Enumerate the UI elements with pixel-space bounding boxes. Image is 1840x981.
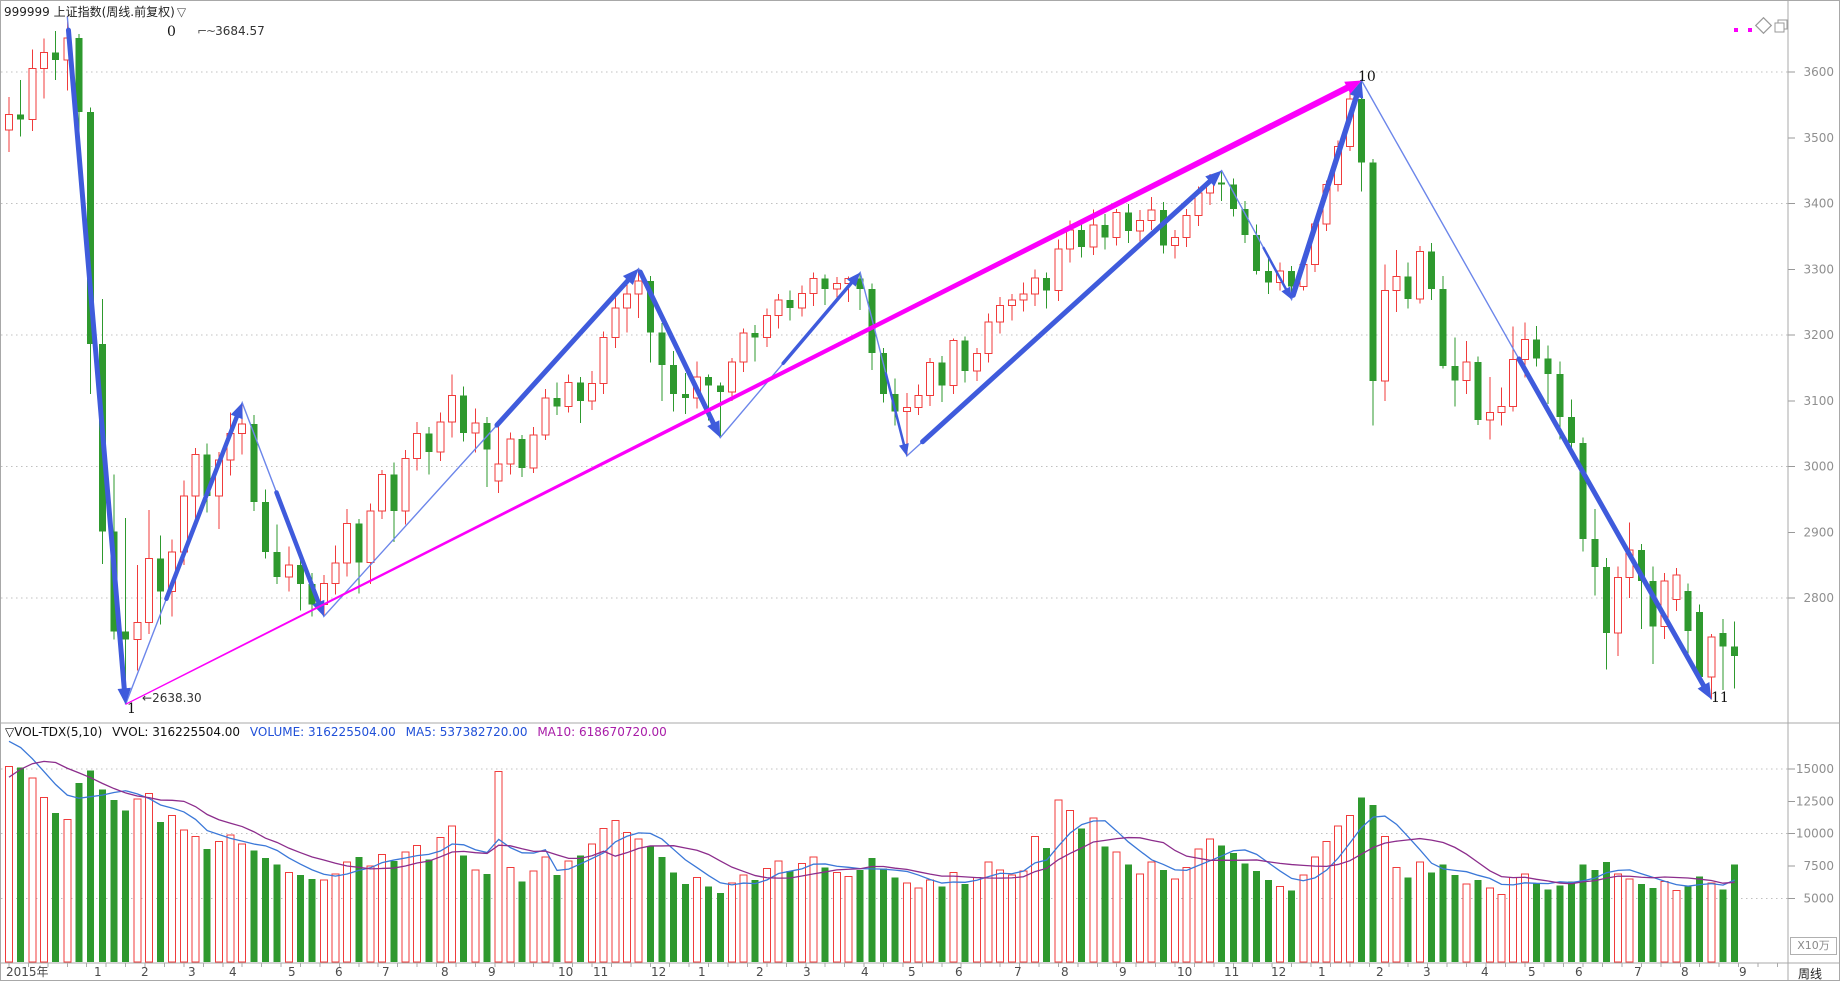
date-axis-month-label: 2 bbox=[1376, 965, 1384, 979]
price-axis-label: 3200 bbox=[1803, 328, 1834, 342]
date-axis-month-label: 9 bbox=[488, 965, 496, 979]
volume-axis-label: 5000 bbox=[1803, 891, 1834, 905]
date-axis-month-label: 6 bbox=[955, 965, 963, 979]
volume-unit-label: X10万 bbox=[1790, 937, 1837, 955]
price-axis-label: 2900 bbox=[1803, 525, 1834, 539]
low-price-value: 2638.30 bbox=[152, 691, 202, 705]
axis-labels: 3600350034003300320031003000290028001500… bbox=[6, 65, 1834, 979]
date-axis-month-label: 7 bbox=[382, 965, 390, 979]
overlay-lines bbox=[8, 16, 1752, 887]
date-axis-month-label: 6 bbox=[1575, 965, 1583, 979]
date-axis-month-label: 5 bbox=[288, 965, 296, 979]
vol-ma10-value: MA10: 618670720.00 bbox=[537, 725, 667, 739]
zigzag-thick-arrow bbox=[65, 27, 128, 699]
price-axis-label: 3300 bbox=[1803, 262, 1834, 276]
volume-axis-label: 7500 bbox=[1803, 859, 1834, 873]
symbol-title[interactable]: 999999 上证指数(周线.前复权) ▽ bbox=[4, 3, 186, 20]
date-axis-month-label: 12 bbox=[1271, 965, 1286, 979]
vol-volume-value: VOLUME: 316225504.00 bbox=[249, 725, 396, 739]
volume-axis-label: 10000 bbox=[1796, 827, 1834, 841]
period-label[interactable]: 周线 bbox=[1798, 967, 1823, 981]
vol-ma5-value: MA5: 537382720.00 bbox=[405, 725, 528, 739]
date-axis-month-label: 11 bbox=[593, 965, 608, 979]
volume-ma10-line bbox=[8, 760, 1735, 885]
date-axis-month-label: 8 bbox=[441, 965, 449, 979]
date-axis-month-label: 1 bbox=[1318, 965, 1326, 979]
pivot-label-0: 0 bbox=[167, 24, 176, 40]
date-axis-month-label: 3 bbox=[1423, 965, 1431, 979]
date-axis-month-label: 4 bbox=[861, 965, 869, 979]
candles-and-volume[interactable] bbox=[5, 16, 1739, 963]
volume-ma5-line bbox=[8, 740, 1735, 887]
diamond-icon[interactable] bbox=[1754, 16, 1773, 35]
zigzag-thick-arrow bbox=[884, 372, 907, 451]
magenta-dot bbox=[1734, 28, 1738, 32]
date-axis-month-label: 12 bbox=[651, 965, 666, 979]
date-axis-year-label: 2015年 bbox=[6, 965, 49, 979]
zigzag-thick-arrow bbox=[494, 272, 636, 428]
zigzag-thick-arrow bbox=[1290, 86, 1362, 298]
price-axis-label: 3100 bbox=[1803, 394, 1834, 408]
copy-icon[interactable] bbox=[1774, 22, 1785, 33]
price-axis-label: 3000 bbox=[1803, 460, 1834, 474]
vol-formula-label[interactable]: ▽VOL-TDX(5,10) bbox=[5, 725, 103, 739]
low-price-marker: ←2638.30 bbox=[142, 691, 202, 705]
pivot-label-10: 10 bbox=[1358, 69, 1376, 85]
vol-vvol-value: VVOL: 316225504.00 bbox=[112, 725, 241, 739]
volume-axis-label: 15000 bbox=[1796, 762, 1834, 776]
date-axis-month-label: 7 bbox=[1634, 965, 1642, 979]
date-axis-month-label: 1 bbox=[94, 965, 102, 979]
price-axis-label: 3600 bbox=[1803, 65, 1834, 79]
date-axis-month-label: 2 bbox=[141, 965, 149, 979]
date-axis-month-label: 5 bbox=[1528, 965, 1536, 979]
zigzag-thick-arrow bbox=[637, 269, 719, 433]
date-axis-month-label: 5 bbox=[908, 965, 916, 979]
date-axis-month-label: 11 bbox=[1224, 965, 1239, 979]
date-axis-month-label: 9 bbox=[1739, 965, 1747, 979]
symbol-title-text: 999999 上证指数(周线.前复权) bbox=[4, 5, 175, 19]
zigzag-thick-arrow bbox=[1516, 356, 1710, 695]
volume-axis-label: 12500 bbox=[1796, 794, 1834, 808]
toolbar-icons[interactable] bbox=[1754, 16, 1788, 35]
zigzag-thick-arrow bbox=[920, 174, 1218, 445]
zigzag-thick-arrow bbox=[164, 408, 242, 602]
trendline-arrow bbox=[125, 81, 1355, 705]
title-dropdown-icon[interactable]: ▽ bbox=[176, 5, 187, 19]
zigzag-thick-arrow bbox=[781, 276, 858, 366]
price-axis-label: 3400 bbox=[1803, 197, 1834, 211]
date-axis-month-label: 4 bbox=[229, 965, 237, 979]
high-price-value: 3684.57 bbox=[215, 24, 265, 38]
high-marker-pointer-icon: ⌐~ bbox=[197, 24, 216, 38]
date-axis-month-label: 3 bbox=[803, 965, 811, 979]
date-axis-month-label: 9 bbox=[1119, 965, 1127, 979]
date-axis-month-label: 8 bbox=[1061, 965, 1069, 979]
volume-indicator-header[interactable]: ▽VOL-TDX(5,10) VVOL: 316225504.00 VOLUME… bbox=[5, 725, 673, 739]
date-axis-month-label: 1 bbox=[698, 965, 706, 979]
date-axis-month-label: 3 bbox=[188, 965, 196, 979]
date-axis-month-label: 7 bbox=[1014, 965, 1022, 979]
pivot-label-1: 1 bbox=[127, 701, 136, 717]
zigzag-thick-arrow bbox=[1262, 246, 1290, 295]
high-price-marker: ⌐~3684.57 bbox=[197, 24, 265, 38]
date-axis-month-label: 6 bbox=[335, 965, 343, 979]
price-axis-label: 2800 bbox=[1803, 591, 1834, 605]
price-axis-label: 3500 bbox=[1803, 131, 1834, 145]
low-marker-arrow-icon: ← bbox=[142, 691, 153, 705]
date-axis-month-label: 10 bbox=[558, 965, 573, 979]
magenta-dot bbox=[1748, 28, 1752, 32]
date-axis-month-label: 2 bbox=[756, 965, 764, 979]
date-axis-month-label: 4 bbox=[1481, 965, 1489, 979]
date-axis-month-label: 10 bbox=[1177, 965, 1192, 979]
date-axis-month-label: 8 bbox=[1681, 965, 1689, 979]
pivot-label-11: 11 bbox=[1711, 690, 1729, 706]
zigzag-thick-arrow bbox=[274, 490, 324, 611]
